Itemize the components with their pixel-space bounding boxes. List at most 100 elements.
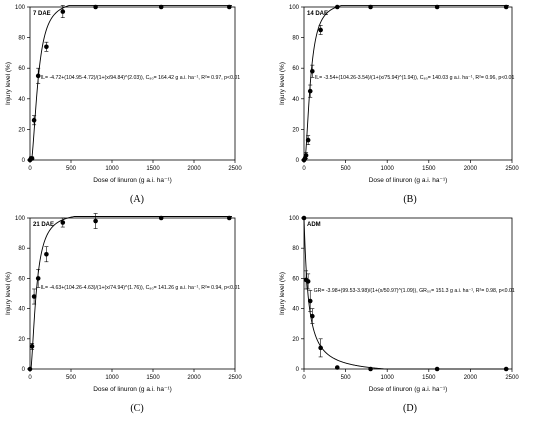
data-point bbox=[31, 294, 37, 299]
equation-annotation: IL= -4.63+(104.26-4.63)/(1+(x/74.94)^(1.… bbox=[41, 285, 241, 291]
y-tick-label: 40 bbox=[18, 307, 25, 313]
data-point bbox=[158, 4, 164, 10]
x-tick-label: 500 bbox=[341, 166, 352, 172]
data-point bbox=[60, 9, 66, 14]
data-point bbox=[301, 215, 307, 221]
equation-annotation: IL= -4.72+(104.95-4.72)/(1+(x/94.84)^(2.… bbox=[41, 75, 241, 81]
x-tick-label: 1500 bbox=[146, 375, 160, 381]
panel-caption: (D) bbox=[403, 403, 417, 414]
data-point bbox=[334, 365, 340, 370]
fitted-curve bbox=[30, 5, 232, 161]
panel-label: ADM bbox=[307, 222, 321, 228]
y-tick-label: 60 bbox=[18, 66, 25, 72]
x-tick-label: 1500 bbox=[422, 375, 436, 381]
panel-label: 14 DAE bbox=[307, 11, 328, 17]
x-axis-title: Dose of linuron (g a.i. ha⁻¹) bbox=[93, 177, 172, 184]
y-tick-label: 0 bbox=[296, 158, 300, 164]
panel-label: 7 DAE bbox=[33, 11, 51, 17]
y-tick-label: 0 bbox=[22, 367, 26, 373]
y-tick-label: 80 bbox=[292, 36, 299, 42]
panel-label: 21 DAE bbox=[33, 222, 54, 228]
y-tick-label: 0 bbox=[22, 158, 26, 164]
x-tick-label: 500 bbox=[341, 375, 352, 381]
data-point bbox=[307, 298, 313, 304]
chart-panel-b: 0 500 1000 1500 2000 2500 0 20 40 60 80 100 Dose of … bbox=[279, 4, 519, 205]
data-point bbox=[307, 88, 313, 94]
data-point bbox=[27, 366, 33, 372]
x-tick-label: 2000 bbox=[187, 375, 201, 381]
panel-caption: (B) bbox=[403, 194, 416, 205]
y-tick-label: 20 bbox=[292, 127, 299, 133]
x-tick-label: 500 bbox=[66, 375, 77, 381]
data-point bbox=[303, 153, 309, 158]
data-point bbox=[368, 4, 373, 10]
data-point bbox=[318, 345, 323, 351]
y-tick-label: 40 bbox=[18, 97, 25, 103]
data-point bbox=[158, 215, 164, 221]
data-point bbox=[310, 68, 315, 74]
data-point bbox=[93, 218, 98, 224]
y-axis-title: Injury level (%) bbox=[5, 62, 12, 105]
data-point bbox=[226, 4, 232, 10]
x-tick-label: 2000 bbox=[187, 166, 201, 172]
panel-caption: (A) bbox=[130, 194, 144, 205]
y-tick-label: 20 bbox=[18, 127, 25, 133]
y-tick-label: 60 bbox=[18, 276, 25, 282]
y-tick-label: 20 bbox=[18, 337, 25, 343]
x-tick-label: 1000 bbox=[381, 166, 395, 172]
y-tick-label: 40 bbox=[292, 97, 299, 103]
y-tick-label: 60 bbox=[292, 276, 299, 282]
y-tick-label: 100 bbox=[15, 216, 26, 222]
data-point bbox=[93, 4, 98, 10]
x-tick-label: 2500 bbox=[228, 375, 242, 381]
data-point bbox=[305, 279, 311, 284]
data-point bbox=[334, 4, 340, 10]
equation-annotation: GR= -3.98+(99.53-3.98)/(1+(x/50.97)^(1.0… bbox=[314, 288, 515, 294]
y-tick-label: 0 bbox=[296, 367, 300, 373]
data-point bbox=[35, 276, 41, 281]
y-axis-title: Injury level (%) bbox=[279, 272, 286, 315]
data-point bbox=[44, 251, 49, 257]
y-tick-label: 100 bbox=[289, 216, 300, 222]
plot-frame bbox=[29, 217, 236, 370]
data-point bbox=[368, 366, 373, 372]
x-tick-label: 2500 bbox=[505, 166, 519, 172]
data-point bbox=[29, 344, 35, 349]
y-tick-label: 100 bbox=[15, 5, 26, 11]
fitted-curve bbox=[30, 216, 232, 370]
y-tick-label: 60 bbox=[292, 66, 299, 72]
x-tick-label: 1000 bbox=[381, 375, 395, 381]
y-axis-title: Injury level (%) bbox=[279, 62, 286, 105]
panel-caption: (C) bbox=[130, 403, 143, 414]
data-point bbox=[310, 313, 315, 319]
x-tick-label: 2500 bbox=[228, 166, 242, 172]
chart-panel-d: 0 500 1000 1500 2000 2500 0 20 40 60 80 100 Dose of … bbox=[279, 215, 519, 414]
x-tick-label: 1500 bbox=[422, 166, 436, 172]
y-tick-label: 100 bbox=[289, 5, 300, 11]
x-tick-label: 1500 bbox=[146, 166, 160, 172]
x-tick-label: 2000 bbox=[464, 166, 478, 172]
y-tick-label: 80 bbox=[292, 246, 299, 252]
x-tick-label: 0 bbox=[28, 166, 32, 172]
plot-frame bbox=[303, 6, 513, 161]
fitted-curve bbox=[304, 5, 509, 161]
x-axis-title: Dose of linuron (g a.i. ha⁻¹) bbox=[369, 386, 448, 393]
x-tick-label: 2000 bbox=[464, 375, 478, 381]
chart-panel-a: 0 500 1000 1500 2000 2500 0 20 40 60 80 100 Dose of … bbox=[5, 4, 242, 205]
x-tick-label: 1000 bbox=[105, 166, 119, 172]
data-point bbox=[226, 215, 232, 221]
plot-frame bbox=[29, 6, 236, 161]
x-tick-label: 0 bbox=[28, 375, 32, 381]
y-tick-label: 80 bbox=[18, 36, 25, 42]
chart-panel-c: 0 500 1000 1500 2000 2500 0 20 40 60 80 100 Dose of … bbox=[5, 213, 242, 414]
x-tick-label: 0 bbox=[302, 375, 306, 381]
y-tick-label: 40 bbox=[292, 307, 299, 313]
data-point bbox=[31, 117, 37, 123]
x-tick-label: 2500 bbox=[505, 375, 519, 381]
fitted-curve bbox=[303, 218, 509, 370]
data-point bbox=[503, 4, 509, 10]
x-axis-title: Dose of linuron (g a.i. ha⁻¹) bbox=[93, 386, 172, 393]
x-tick-label: 500 bbox=[66, 166, 77, 172]
data-point bbox=[318, 27, 323, 33]
